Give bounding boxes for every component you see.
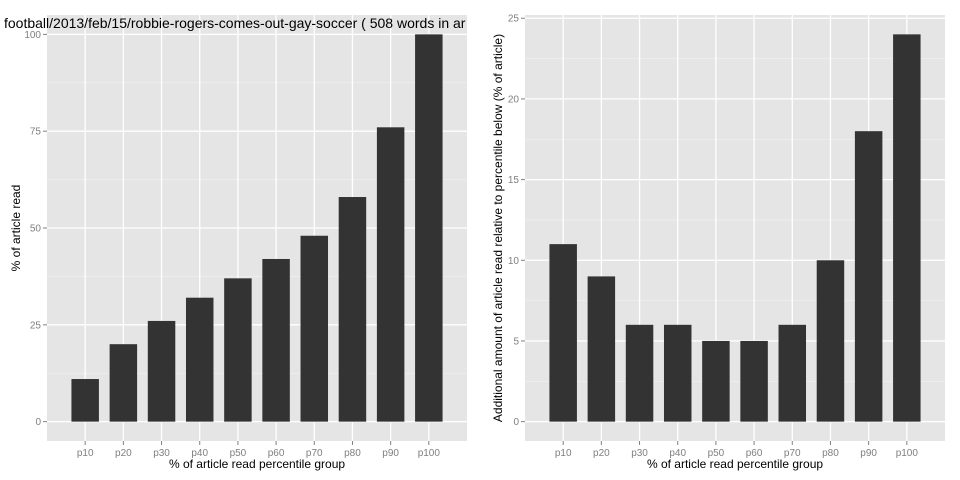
x-tick-label: p80 [344,448,361,459]
bar-p20 [587,276,616,422]
bar-p50 [702,340,730,422]
bar-p40 [185,297,214,422]
bar-p80 [816,260,845,422]
bar-p30 [625,324,654,422]
x-tick-label: p50 [708,448,725,459]
bar-p90 [376,127,405,422]
x-tick-label: p60 [268,448,285,459]
bar-p10 [71,379,99,422]
bar-p80 [338,197,367,422]
y-tick-label: 20 [508,94,520,105]
x-tick-label: p40 [669,448,686,459]
x-axis-title: % of article read percentile group [647,457,823,471]
bar-p60 [740,340,768,422]
x-tick-label: p90 [860,448,877,459]
x-tick-label: p60 [746,448,763,459]
y-tick-label: 0 [35,417,41,428]
x-tick-label: p90 [382,448,399,459]
x-tick-label: p100 [896,448,919,459]
bar-p90 [854,131,883,422]
y-tick-label: 25 [508,14,520,25]
y-tick-label: 100 [24,30,41,41]
y-axis-title: Additional amount of article read relati… [491,34,505,422]
bar-p70 [300,235,329,422]
x-tick-label: p10 [77,448,94,459]
x-tick-label: p80 [822,448,839,459]
bar-p40 [663,324,692,422]
y-tick-label: 75 [30,127,42,138]
x-tick-label: p70 [784,448,801,459]
bar-p50 [224,278,252,422]
x-tick-label: p30 [153,448,170,459]
y-tick-label: 25 [30,320,42,331]
plot-title: football/2013/feb/15/robbie-rogers-comes… [4,15,466,31]
x-tick-label: p20 [593,448,610,459]
chart-panel-2: 0 5 10 15 20 25 p10 p20 p30 p40 p50 p60 p70 p80 p90 p10… [491,14,945,471]
chart-panel-1: 0 25 50 75 100 p10 p20 p30 p40 p50 p60 p70 p80 p90 p10… [4,15,467,471]
x-tick-label: p100 [418,448,441,459]
y-tick-label: 15 [508,175,520,186]
x-tick-label: p50 [230,448,247,459]
y-axis-title: % of article read [9,185,23,272]
bar-p20 [109,344,138,422]
bar-p100 [415,34,443,422]
bar-p70 [778,324,807,422]
bar-p60 [262,258,290,422]
y-tick-label: 5 [513,336,519,347]
bar-p10 [549,244,577,422]
x-tick-label: p40 [191,448,208,459]
bar-p30 [147,320,176,422]
y-tick-label: 10 [508,256,520,267]
x-tick-label: p70 [306,448,323,459]
x-tick-label: p10 [555,448,572,459]
bar-p100 [893,34,921,422]
y-tick-label: 0 [513,417,519,428]
x-tick-label: p30 [631,448,648,459]
y-tick-label: 50 [30,224,42,235]
x-tick-label: p20 [115,448,132,459]
x-axis-title: % of article read percentile group [169,457,345,471]
